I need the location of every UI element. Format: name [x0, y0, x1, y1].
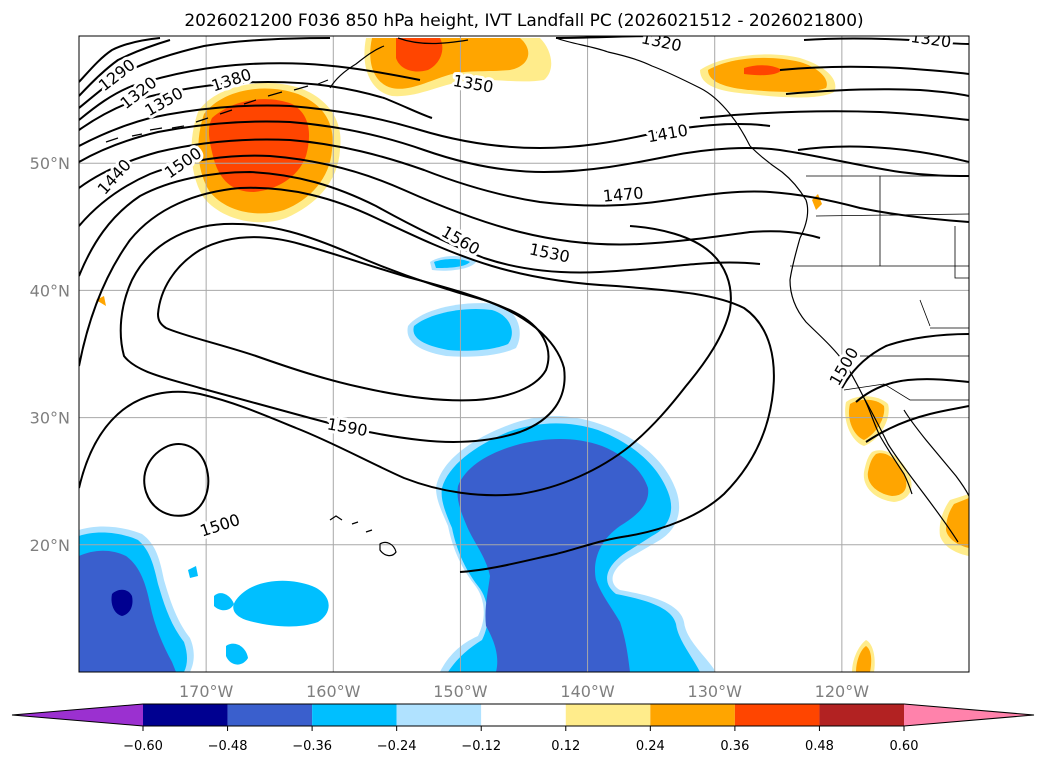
lon-tick-label: 130°W: [688, 682, 743, 701]
colorbar-segment: [312, 704, 397, 726]
colorbar-tick-label: 0.60: [890, 739, 919, 754]
height-contour: [79, 225, 732, 497]
ivt-positive-region: [856, 646, 872, 672]
height-contour: [79, 138, 969, 223]
height-contour: [797, 145, 969, 163]
colorbar-extend-high: [904, 704, 1034, 726]
height-contour: [79, 62, 421, 121]
height-contour: [79, 186, 775, 573]
ivt-positive-region: [946, 498, 969, 548]
contour-label-text: 1470: [602, 183, 644, 205]
longitude-tick-labels: 170°W 160°W 150°W 140°W 130°W 120°W: [179, 682, 869, 701]
lat-tick-label: 40°N: [30, 281, 70, 300]
ivt-positive-region: [96, 296, 106, 306]
ivt-negative-region: [226, 643, 248, 665]
ivt-positive-region: [396, 38, 443, 72]
alaska-coastline: [329, 37, 751, 147]
us-state-borders: [790, 175, 969, 401]
colorbar-segment: [819, 704, 904, 726]
height-contour: [79, 37, 331, 109]
colorbar-tick-label: −0.12: [461, 739, 501, 754]
lat-tick-label: 30°N: [30, 409, 70, 428]
height-contour: [79, 154, 821, 246]
height-contour: [79, 39, 171, 97]
ivt-negative-region: [188, 566, 198, 578]
height-contour: [156, 236, 550, 402]
colorbar-segment: [650, 704, 735, 726]
ivt-negative-region: [214, 593, 234, 611]
map-frame: 1290129013201320135013501380138014401440…: [78, 35, 970, 673]
ivt-negative-region: [111, 589, 133, 616]
colorbar-tick-label: 0.36: [720, 739, 749, 754]
bc-coastline: [749, 145, 809, 239]
ivt-negative-region: [233, 580, 329, 627]
ivt-positive-region: [848, 399, 885, 440]
ivt-positive-region: [744, 65, 782, 76]
height-contour: [79, 120, 969, 177]
height-contour: [79, 80, 433, 131]
colorbar-segment: [227, 704, 313, 726]
colorbar-extend-low: [12, 704, 143, 726]
colorbar: −0.60 −0.48 −0.36 −0.24 −0.12 0.12 0.24 0.36 0.4…: [11, 703, 1035, 754]
ivt-negative-region: [434, 259, 470, 268]
colorbar-tick-label: 0.12: [551, 739, 580, 754]
colorbar-tick-label: 0.48: [805, 739, 834, 754]
height-contour: [803, 37, 969, 45]
aleutian-islands: [105, 79, 329, 143]
colorbar-segment: [481, 704, 566, 726]
colorbar-segment: [143, 704, 228, 726]
gridlines: [79, 36, 969, 672]
height-contour: [79, 104, 771, 150]
lon-tick-label: 140°W: [560, 682, 615, 701]
colorbar-segment: [734, 704, 820, 726]
hawaii-islands: [329, 515, 397, 557]
height-contour: [855, 378, 969, 403]
height-contour: [779, 65, 969, 75]
height-contour: [143, 443, 210, 517]
height-contour: [699, 110, 969, 121]
baja-california: [863, 397, 969, 497]
lon-tick-label: 160°W: [306, 682, 361, 701]
height-contour: [79, 37, 161, 83]
ivt-shading: [79, 38, 969, 672]
colorbar-segment: [565, 704, 651, 726]
coastlines: [105, 37, 969, 557]
height-contours: [79, 36, 969, 573]
us-west-coastline: [789, 237, 959, 543]
lat-tick-label: 20°N: [30, 536, 70, 555]
colorbar-tick-label: −0.24: [377, 739, 417, 754]
colorbar-tick-label: −0.48: [208, 739, 248, 754]
lat-tick-label: 50°N: [30, 154, 70, 173]
height-contour: [79, 170, 761, 277]
chart-title: 2026021200 F036 850 hPa height, IVT Land…: [184, 11, 863, 31]
colorbar-segment: [396, 704, 482, 726]
height-contour: [865, 405, 969, 443]
colorbar-tick-label: −0.60: [123, 739, 163, 754]
ivt-negative-region: [413, 308, 512, 351]
lon-tick-label: 150°W: [433, 682, 488, 701]
lon-tick-label: 120°W: [815, 682, 870, 701]
colorbar-tick-label: 0.24: [636, 739, 665, 754]
latitude-tick-labels: 50°N 40°N 30°N 20°N: [30, 154, 70, 555]
height-contour: [785, 88, 969, 97]
lon-tick-label: 170°W: [179, 682, 234, 701]
map-border: [78, 35, 970, 673]
height-contour: [119, 222, 566, 443]
height-contour: [841, 333, 969, 389]
colorbar-tick-label: −0.36: [292, 739, 332, 754]
